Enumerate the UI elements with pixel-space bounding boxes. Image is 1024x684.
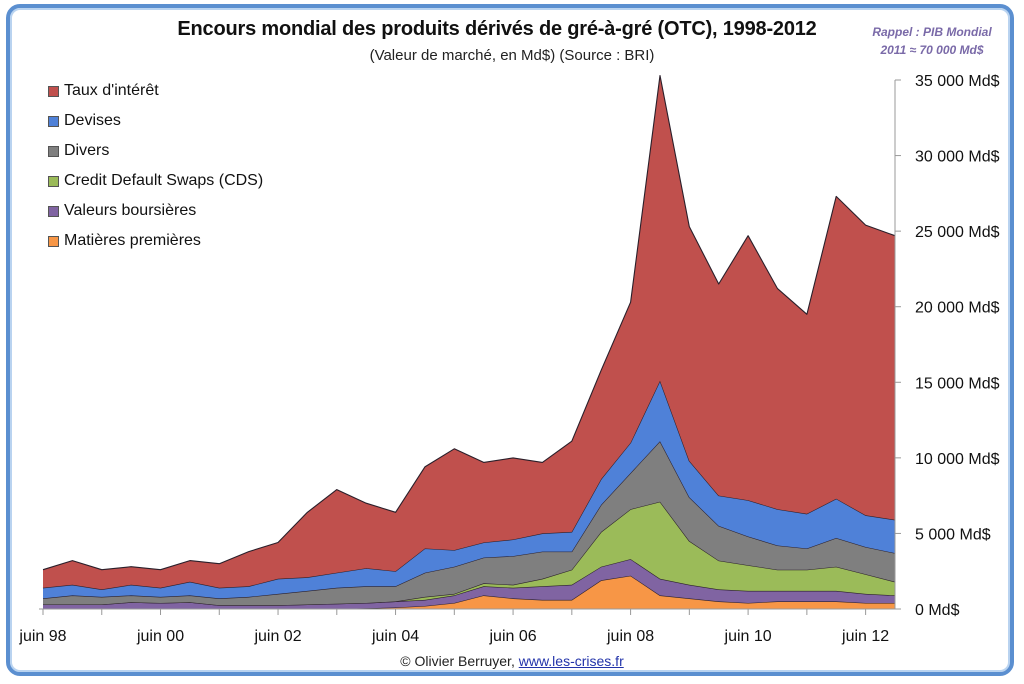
- y-tick-label: 10 000 Md$: [915, 451, 1000, 468]
- y-tick-label: 15 000 Md$: [915, 375, 1000, 392]
- legend-label: Devises: [64, 112, 121, 129]
- legend-label: Matières premières: [64, 232, 201, 249]
- x-tick-label: juin 12: [841, 628, 889, 645]
- area-matieres-premieres: [43, 575, 895, 609]
- chart-subtitle-text: (Valeur de marché, en Md$) (Source : BRI…: [369, 47, 655, 64]
- legend-swatch-devises: [48, 115, 59, 127]
- chart-title: Encours mondial des produits dérivés de …: [0, 18, 1024, 41]
- legend-item-divers: Divers: [48, 136, 263, 166]
- legend-item-matieres: Matières premières: [48, 226, 263, 256]
- gdp-annotation-line-2: 2011 ≈ 70 000 Md$: [880, 43, 984, 57]
- copyright-text: © Olivier Berruyer,: [400, 653, 519, 669]
- legend-swatch-taux: [48, 85, 59, 97]
- gdp-annotation-line-1: Rappel : PIB Mondial: [872, 25, 992, 39]
- legend-label: Valeurs boursières: [64, 202, 197, 219]
- x-tick-label: juin 98: [18, 628, 66, 645]
- legend-item-taux: Taux d'intérêt: [48, 76, 263, 106]
- legend-item-valeurs: Valeurs boursières: [48, 196, 263, 226]
- website-link[interactable]: www.les-crises.fr: [518, 653, 624, 669]
- legend-item-cds: Credit Default Swaps (CDS): [48, 166, 263, 196]
- area-valeurs-boursieres: [43, 559, 895, 609]
- x-tick-label: juin 00: [136, 628, 184, 645]
- legend: Taux d'intérêt Devises Divers Credit Def…: [48, 76, 263, 256]
- chart-subtitle: (Valeur de marché, en Md$) (Source : BRI…: [0, 47, 1024, 64]
- x-tick-label: juin 10: [724, 628, 772, 645]
- legend-swatch-divers: [48, 145, 59, 157]
- area-taux-d-interet: [43, 75, 895, 590]
- x-tick-label: juin 04: [371, 628, 419, 645]
- y-tick-label: 5 000 Md$: [915, 526, 991, 543]
- legend-swatch-cds: [48, 175, 59, 187]
- x-tick-label: juin 06: [488, 628, 536, 645]
- x-tick-label: juin 08: [606, 628, 654, 645]
- y-tick-label: 25 000 Md$: [915, 224, 1000, 241]
- legend-item-devises: Devises: [48, 106, 263, 136]
- gdp-annotation: Rappel : PIB Mondial 2011 ≈ 70 000 Md$: [862, 23, 1002, 59]
- chart-title-text: Encours mondial des produits dérivés de …: [177, 18, 817, 40]
- area-divers: [43, 441, 895, 606]
- area-outline-taux-d-interet: [42, 74, 896, 571]
- area-credit-default-swaps-cds: [43, 501, 895, 606]
- legend-label: Taux d'intérêt: [64, 82, 159, 99]
- area-devises: [43, 380, 895, 599]
- footer: © Olivier Berruyer, www.les-crises.fr: [0, 653, 1024, 669]
- legend-swatch-matieres: [48, 235, 59, 247]
- y-tick-label: 0 Md$: [915, 602, 960, 619]
- legend-swatch-valeurs: [48, 205, 59, 217]
- y-tick-label: 20 000 Md$: [915, 300, 1000, 317]
- legend-label: Credit Default Swaps (CDS): [64, 172, 264, 189]
- y-tick-label: 30 000 Md$: [915, 149, 1000, 166]
- x-tick-label: juin 02: [253, 628, 301, 645]
- legend-label: Divers: [64, 142, 110, 159]
- y-tick-label: 35 000 Md$: [915, 73, 1000, 90]
- chart-frame: [6, 4, 1014, 676]
